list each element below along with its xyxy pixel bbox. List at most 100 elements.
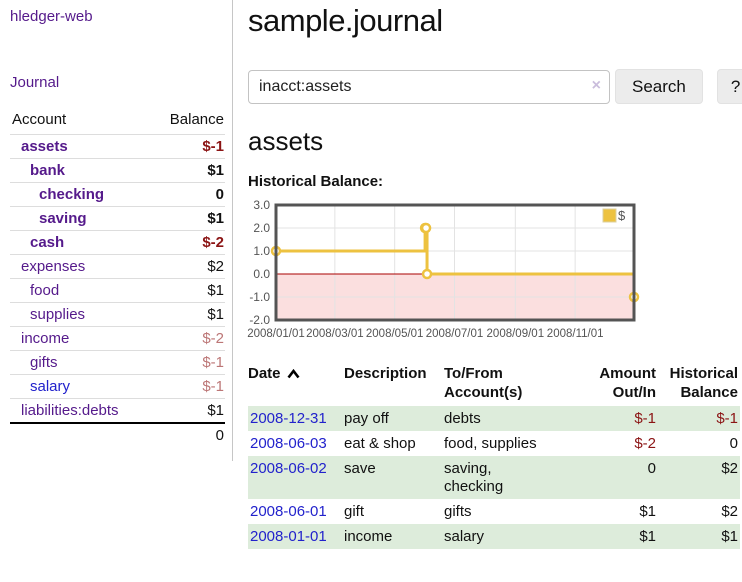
transaction-row: 2008-06-03 eat & shop food, supplies $-2… (248, 431, 740, 456)
account-link-bank[interactable]: bank (30, 162, 66, 179)
svg-text:2008/09/01: 2008/09/01 (487, 328, 545, 340)
account-balance: $1 (150, 302, 225, 327)
account-balance-table: Account Balance assets $-1 bank $1 check… (10, 111, 225, 447)
account-column-header: Account (12, 111, 67, 128)
transaction-row: 2008-12-31 pay off debts $-1 $-1 (248, 406, 740, 431)
account-row: saving $1 (10, 206, 225, 231)
historical-balance-chart[interactable]: $3.0 2.0 1.0 0.0 -1.0 -2.0 2008/01/01 2008/03/0… (242, 199, 742, 345)
account-link-saving[interactable]: saving (39, 210, 87, 227)
transaction-date-link[interactable]: 2008-06-01 (250, 503, 327, 520)
transaction-date-link[interactable]: 2008-06-02 (250, 460, 327, 477)
transaction-amount: $1 (639, 503, 656, 520)
transaction-date-link[interactable]: 2008-01-01 (250, 528, 327, 545)
transaction-accounts: saving, checking (444, 460, 504, 495)
account-row: cash $-2 (10, 230, 225, 255)
transaction-row: 2008-01-01 income salary $1 $1 (248, 524, 740, 549)
balance-column-header-register: Historical Balance (669, 365, 738, 401)
accounts-total: 0 (150, 422, 225, 447)
brand-link[interactable]: hledger-web (10, 8, 93, 25)
account-balance: $1 (150, 206, 225, 231)
date-column-header[interactable]: Date (248, 362, 344, 406)
account-link-expenses[interactable]: expenses (21, 258, 86, 275)
page-title: sample.journal (248, 3, 443, 38)
transaction-description: gift (344, 503, 365, 520)
transaction-description: income (344, 528, 393, 545)
balance-column-header: Balance (169, 111, 224, 128)
transaction-accounts: debts (444, 410, 481, 427)
account-balance: $1 (150, 398, 225, 423)
svg-text:2008/07/01: 2008/07/01 (426, 328, 484, 340)
register-table: Date Description To/From Account(s) Amou… (248, 362, 740, 549)
account-balance: $1 (150, 158, 225, 183)
transaction-accounts: food, supplies (444, 435, 537, 452)
transaction-description: eat & shop (344, 435, 416, 452)
transaction-row: 2008-06-01 gift gifts $1 $2 (248, 499, 740, 524)
account-balance: $1 (150, 278, 225, 303)
account-link-cash[interactable]: cash (30, 234, 65, 251)
transaction-balance: 0 (729, 435, 738, 452)
transaction-date-link[interactable]: 2008-12-31 (250, 410, 327, 427)
account-balance: $-1 (150, 134, 225, 159)
accounts-column-header: To/From Account(s) (444, 365, 523, 401)
account-link-gifts[interactable]: gifts (30, 354, 58, 371)
chart-title: Historical Balance: (248, 173, 384, 190)
account-link-liabilities-debts[interactable]: liabilities:debts (21, 402, 119, 419)
account-balance: $-2 (150, 230, 225, 255)
svg-text:0.0: 0.0 (253, 267, 270, 281)
main-content: sample.journal × Search ? assets Histori… (233, 0, 742, 549)
current-account-heading: assets (248, 126, 324, 156)
account-link-assets[interactable]: assets (21, 138, 68, 155)
transaction-amount: $-1 (634, 410, 656, 427)
account-row: liabilities:debts $1 (10, 398, 225, 423)
svg-text:2008/01/01: 2008/01/01 (247, 328, 305, 340)
transaction-row: 2008-06-02 save saving, checking 0 $2 (248, 456, 740, 499)
svg-text:-1.0: -1.0 (249, 290, 270, 304)
transaction-description: pay off (344, 410, 389, 427)
account-row: bank $1 (10, 158, 225, 183)
svg-text:2008/03/01: 2008/03/01 (306, 328, 364, 340)
search-form: × Search ? (248, 69, 742, 104)
svg-text:2008/05/01: 2008/05/01 (366, 328, 424, 340)
transaction-description: save (344, 460, 376, 477)
search-button[interactable]: Search (615, 69, 703, 104)
transaction-amount: $1 (639, 528, 656, 545)
account-row: food $1 (10, 278, 225, 303)
accounts-total-row: 0 (10, 422, 225, 447)
account-row: supplies $1 (10, 302, 225, 327)
transaction-balance: $1 (721, 528, 738, 545)
description-column-header: Description (344, 365, 427, 382)
sort-ascending-icon (286, 365, 300, 384)
sidebar-item-journal[interactable]: Journal (10, 74, 60, 91)
account-row: checking 0 (10, 182, 225, 207)
help-button[interactable]: ? (716, 69, 742, 104)
sidebar: hledger-web Journal Account Balance asse… (0, 0, 233, 461)
account-row: gifts $-1 (10, 350, 225, 375)
account-balance: $-1 (150, 350, 225, 375)
account-link-income[interactable]: income (21, 330, 70, 347)
transaction-accounts: gifts (444, 503, 472, 520)
account-link-salary[interactable]: salary (30, 378, 71, 395)
account-row: expenses $2 (10, 254, 225, 279)
account-balance: 0 (150, 182, 225, 207)
clear-search-icon[interactable]: × (591, 76, 601, 94)
svg-text:1.0: 1.0 (253, 244, 270, 258)
search-input[interactable] (248, 69, 610, 104)
account-link-food[interactable]: food (30, 282, 60, 299)
amount-column-header: Amount Out/In (599, 365, 656, 401)
svg-text:3.0: 3.0 (253, 199, 270, 212)
transaction-accounts: salary (444, 528, 485, 545)
transaction-amount: 0 (647, 460, 656, 477)
account-balance: $-1 (150, 374, 225, 399)
svg-text:2.0: 2.0 (253, 221, 270, 235)
svg-text:$: $ (618, 208, 626, 223)
account-balance: $2 (150, 254, 225, 279)
transaction-balance: $-1 (716, 410, 738, 427)
account-balance: $-2 (150, 326, 225, 351)
svg-text:2008/11/01: 2008/11/01 (547, 328, 604, 340)
account-link-checking[interactable]: checking (39, 186, 105, 203)
account-row: income $-2 (10, 326, 225, 351)
transaction-balance: $2 (721, 460, 738, 477)
account-link-supplies[interactable]: supplies (30, 306, 86, 323)
transaction-date-link[interactable]: 2008-06-03 (250, 435, 327, 452)
